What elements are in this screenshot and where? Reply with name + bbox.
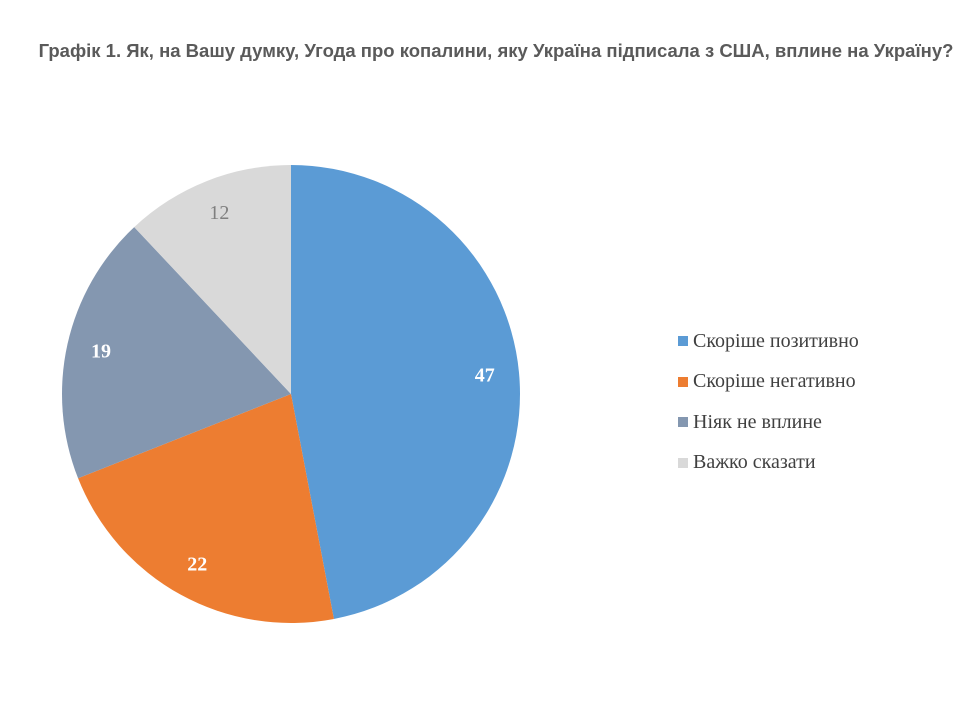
chart-title: Графік 1. Як, на Вашу думку, Угода про к… bbox=[38, 40, 954, 61]
legend-swatch bbox=[678, 376, 688, 387]
legend-swatch bbox=[678, 336, 688, 347]
legend-swatch bbox=[678, 457, 688, 468]
legend-label: Ніяк не вплине bbox=[693, 410, 822, 433]
pie-slice-ніяк-не-вплине bbox=[62, 227, 291, 479]
legend-label: Скоріше негативно bbox=[693, 370, 856, 393]
legend-item-важко-сказати: Важко сказати bbox=[678, 443, 859, 484]
pie-slice-скоріше-позитивно bbox=[291, 165, 520, 619]
legend-item-скоріше-негативно: Скоріше негативно bbox=[678, 362, 859, 403]
legend-item-ніяк-не-вплине: Ніяк не вплине bbox=[678, 402, 859, 443]
legend-label: Скоріше позитивно bbox=[693, 329, 859, 352]
legend-swatch bbox=[678, 417, 688, 428]
data-label-скоріше-позитивно: 47 bbox=[475, 365, 495, 387]
legend: Скоріше позитивно Скоріше негативно Ніяк н… bbox=[678, 321, 859, 483]
legend-item-скоріше-позитивно: Скоріше позитивно bbox=[678, 321, 859, 362]
legend-label: Важко сказати bbox=[693, 451, 816, 474]
data-label-важко-сказати: 12 bbox=[209, 202, 229, 224]
data-label-скоріше-негативно: 22 bbox=[187, 554, 207, 576]
pie-slice-скоріше-негативно bbox=[78, 394, 334, 624]
data-label-ніяк-не-вплине: 19 bbox=[91, 341, 111, 363]
pie-slice-важко-сказати bbox=[134, 165, 291, 394]
